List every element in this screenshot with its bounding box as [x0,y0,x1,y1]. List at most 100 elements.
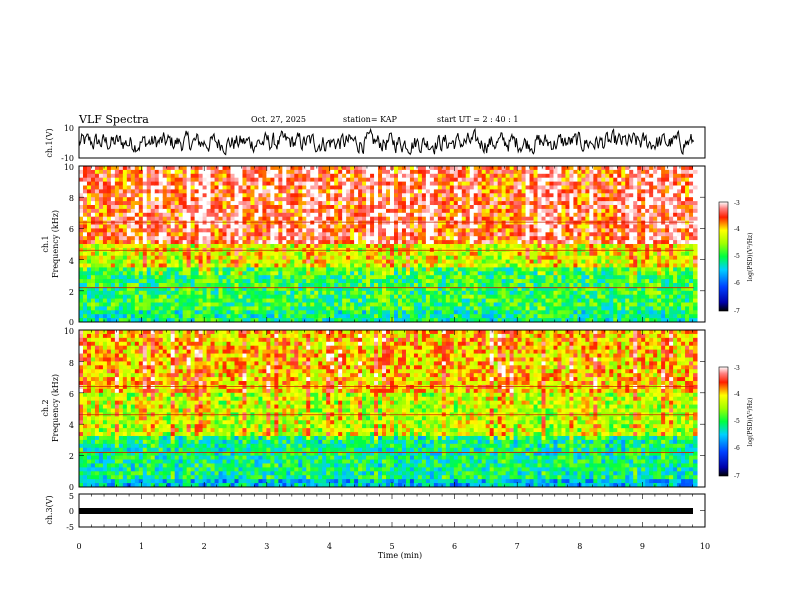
spectrogram-cell [278,298,283,303]
spectrogram-cell [86,224,92,229]
spectrogram-cell [126,283,132,288]
spectrogram-cell [449,216,455,222]
spectrogram-cell [409,306,415,311]
spectrogram-cell [525,306,531,311]
spectrogram-cell [370,298,375,303]
spectrogram-cell [86,201,92,206]
spectrogram-cell [549,263,554,268]
spectrogram-cell [178,286,184,292]
spectrogram-cell [338,228,343,233]
spectrogram-cell [258,306,263,311]
spectrogram-cell [314,318,319,323]
spectrogram-cell [110,255,116,261]
spectrogram-cell [150,205,156,210]
spectrogram-cell [142,244,148,249]
spectrogram-cell [553,286,558,292]
spectrogram-cell [282,173,287,179]
spectrogram-cell [110,318,116,323]
spectrogram-cell [222,224,228,229]
spectrogram-cell [537,197,543,202]
spectrogram-cell [425,201,431,206]
spectrogram-cell [517,306,523,311]
spectrogram-cell [533,220,539,225]
spectrogram-cell [138,224,144,229]
spectrogram-cell [282,240,287,245]
spectrogram-cell [322,263,327,268]
spectrogram-cell [509,314,515,319]
spectrogram-cell [445,244,451,249]
spectrogram-cell [166,263,172,268]
spectrogram-cell [553,279,558,284]
spectrogram-cell [505,224,511,229]
spectrogram-cell [537,271,543,276]
spectrogram-cell [218,224,224,229]
spectrogram-cell [354,201,359,206]
spectrogram-cell [214,193,220,198]
spectrogram-cell [90,232,96,237]
spectrogram-cell [481,212,487,218]
spectrogram-cell [310,255,315,261]
spectrogram-cell [565,212,570,218]
spectrogram-cell [150,212,156,218]
spectrogram-cell [206,189,212,194]
spectrogram-cell [90,173,96,179]
spectrogram-cell [354,173,359,179]
spectrogram-cell [382,298,387,303]
spectrogram-cell [529,298,535,303]
spectrogram-cell [122,318,128,323]
spectrogram-cell [146,259,152,264]
spectrogram-cell [425,283,431,288]
spectrogram-cell [90,271,96,276]
spectrogram-cell [114,228,120,233]
spectrogram-cell [374,201,379,206]
spectrogram-cell [493,283,499,288]
spectrogram-cell [378,232,383,237]
spectrogram-cell [242,318,247,323]
spectrogram-cell [350,290,355,296]
spectrogram-cell [206,216,212,222]
spectrogram-cell [413,283,419,288]
spectrogram-cell [98,212,104,218]
spectrogram-cell [202,271,208,276]
spectrogram-cell [421,290,427,296]
spectrogram-cell [226,216,232,222]
spectrogram-cell [413,240,419,245]
spectrogram-cell [94,318,100,323]
spectrogram-cell [106,208,112,214]
spectrogram-cell [242,306,247,311]
spectrogram-cell [370,185,375,190]
spectrogram-cell [401,286,407,292]
spectrogram-cell [214,216,220,222]
spectrogram-cell [162,310,168,315]
spectrogram-cell [122,267,128,272]
spectrogram-cell [537,212,543,218]
spectrogram-cell [238,208,243,214]
spectrogram-cell [234,263,239,268]
spectrogram-cell [170,240,176,245]
spectrogram-cell [457,216,463,222]
spectrogram-cell [178,212,184,218]
spectrogram-cell [238,166,243,171]
spectrogram-cell [374,224,379,229]
spectrogram-cell [242,208,247,214]
spectrogram-cell [102,181,108,186]
spectrogram-cell [378,259,383,264]
spectrogram-cell [166,271,172,276]
spectrogram-cell [362,267,367,272]
spectrogram-cell [210,255,216,261]
spectrogram-cell [421,224,427,229]
spectrogram-cell [429,298,435,303]
spectrogram-cell [537,251,543,257]
spectrogram-cell [465,259,471,264]
spectrogram-cell [90,166,96,171]
spectrogram-cell [266,185,271,190]
spectrogram-cell [537,314,543,319]
spectrogram-cell [330,169,335,175]
spectrogram-cell [234,255,239,261]
spectrogram-cell [537,173,543,179]
spectrogram-cell [302,197,307,202]
spectrogram-cell [545,166,550,171]
spectrogram-cell [234,310,239,315]
spectrogram-cell [250,224,255,229]
